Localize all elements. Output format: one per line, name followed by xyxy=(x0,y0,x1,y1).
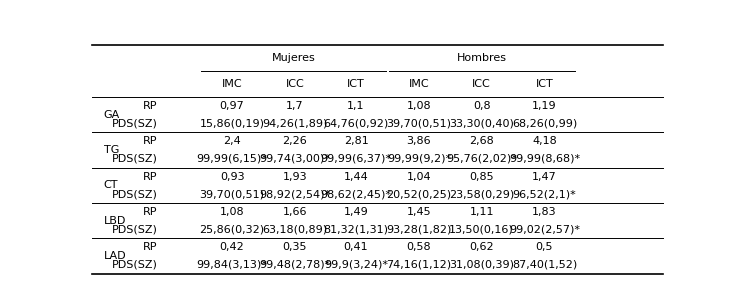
Text: 2,81: 2,81 xyxy=(343,136,368,146)
Text: 99,99(9,2)*: 99,99(9,2)* xyxy=(387,154,451,164)
Text: PDS(SZ): PDS(SZ) xyxy=(112,119,158,128)
Text: 39,70(0,51): 39,70(0,51) xyxy=(200,189,265,199)
Text: 87,40(1,52): 87,40(1,52) xyxy=(512,260,577,270)
Text: 25,86(0,32): 25,86(0,32) xyxy=(200,225,265,234)
Text: RP: RP xyxy=(143,136,158,146)
Text: RP: RP xyxy=(143,207,158,217)
Text: ICT: ICT xyxy=(536,79,553,89)
Text: 74,16(1,12): 74,16(1,12) xyxy=(386,260,451,270)
Text: 99,99(6,15)*: 99,99(6,15)* xyxy=(197,154,268,164)
Text: 23,58(0,29): 23,58(0,29) xyxy=(449,189,514,199)
Text: 0,85: 0,85 xyxy=(469,172,494,181)
Text: 99,9(3,24)*: 99,9(3,24)* xyxy=(324,260,388,270)
Text: 1,08: 1,08 xyxy=(407,101,431,111)
Text: 31,08(0,39): 31,08(0,39) xyxy=(449,260,514,270)
Text: PDS(SZ): PDS(SZ) xyxy=(112,154,158,164)
Text: 99,99(8,68)*: 99,99(8,68)* xyxy=(509,154,580,164)
Text: 1,66: 1,66 xyxy=(283,207,307,217)
Text: 64,76(0,92): 64,76(0,92) xyxy=(324,119,388,128)
Text: 0,41: 0,41 xyxy=(343,242,368,252)
Text: 68,26(0,99): 68,26(0,99) xyxy=(512,119,577,128)
Text: Hombres: Hombres xyxy=(457,53,507,63)
Text: 0,35: 0,35 xyxy=(283,242,307,252)
Text: 1,1: 1,1 xyxy=(347,101,365,111)
Text: ICT: ICT xyxy=(347,79,365,89)
Text: 2,68: 2,68 xyxy=(469,136,494,146)
Text: RP: RP xyxy=(143,101,158,111)
Text: 0,93: 0,93 xyxy=(220,172,245,181)
Text: 0,58: 0,58 xyxy=(407,242,431,252)
Text: 1,19: 1,19 xyxy=(532,101,557,111)
Text: 63,18(0,89): 63,18(0,89) xyxy=(262,225,327,234)
Text: Mujeres: Mujeres xyxy=(272,53,315,63)
Text: 33,30(0,40): 33,30(0,40) xyxy=(450,119,514,128)
Text: 3,86: 3,86 xyxy=(407,136,431,146)
Text: 99,84(3,13)*: 99,84(3,13)* xyxy=(197,260,268,270)
Text: 94,26(1,89): 94,26(1,89) xyxy=(262,119,327,128)
Text: 0,97: 0,97 xyxy=(220,101,245,111)
Text: ICC: ICC xyxy=(285,79,304,89)
Text: 13,50(0,16): 13,50(0,16) xyxy=(450,225,514,234)
Text: RP: RP xyxy=(143,242,158,252)
Text: 93,28(1,82): 93,28(1,82) xyxy=(386,225,452,234)
Text: PDS(SZ): PDS(SZ) xyxy=(112,260,158,270)
Text: 39,70(0,51): 39,70(0,51) xyxy=(386,119,451,128)
Text: 0,62: 0,62 xyxy=(469,242,494,252)
Text: LAD: LAD xyxy=(103,251,126,261)
Text: 99,02(2,57)*: 99,02(2,57)* xyxy=(509,225,580,234)
Text: 1,47: 1,47 xyxy=(532,172,557,181)
Text: RP: RP xyxy=(143,172,158,181)
Text: GA: GA xyxy=(103,110,120,120)
Text: 99,74(3,00)*: 99,74(3,00)* xyxy=(259,154,330,164)
Text: 4,18: 4,18 xyxy=(532,136,557,146)
Text: 0,5: 0,5 xyxy=(536,242,553,252)
Text: 1,44: 1,44 xyxy=(343,172,368,181)
Text: 2,4: 2,4 xyxy=(223,136,241,146)
Text: 2,26: 2,26 xyxy=(282,136,307,146)
Text: 1,7: 1,7 xyxy=(286,101,304,111)
Text: 98,92(2,54)*: 98,92(2,54)* xyxy=(259,189,330,199)
Text: 99,99(6,37)*: 99,99(6,37)* xyxy=(321,154,391,164)
Text: IMC: IMC xyxy=(408,79,429,89)
Text: 96,52(2,1)*: 96,52(2,1)* xyxy=(513,189,576,199)
Text: 0,8: 0,8 xyxy=(473,101,491,111)
Text: 20,52(0,25): 20,52(0,25) xyxy=(386,189,451,199)
Text: 1,45: 1,45 xyxy=(407,207,431,217)
Text: IMC: IMC xyxy=(222,79,242,89)
Text: 95,76(2,02)*: 95,76(2,02)* xyxy=(446,154,517,164)
Text: 1,49: 1,49 xyxy=(343,207,368,217)
Text: 1,93: 1,93 xyxy=(282,172,307,181)
Text: 1,83: 1,83 xyxy=(532,207,557,217)
Text: ICC: ICC xyxy=(472,79,491,89)
Text: LBD: LBD xyxy=(103,216,126,226)
Text: 1,11: 1,11 xyxy=(469,207,494,217)
Text: PDS(SZ): PDS(SZ) xyxy=(112,225,158,234)
Text: 1,08: 1,08 xyxy=(220,207,245,217)
Text: 98,62(2,45)*: 98,62(2,45)* xyxy=(321,189,391,199)
Text: TG: TG xyxy=(103,145,119,155)
Text: 1,04: 1,04 xyxy=(407,172,431,181)
Text: PDS(SZ): PDS(SZ) xyxy=(112,189,158,199)
Text: 81,32(1,31): 81,32(1,31) xyxy=(324,225,388,234)
Text: CT: CT xyxy=(103,180,118,190)
Text: 0,42: 0,42 xyxy=(220,242,245,252)
Text: 15,86(0,19): 15,86(0,19) xyxy=(200,119,265,128)
Text: 99,48(2,78)*: 99,48(2,78)* xyxy=(259,260,330,270)
